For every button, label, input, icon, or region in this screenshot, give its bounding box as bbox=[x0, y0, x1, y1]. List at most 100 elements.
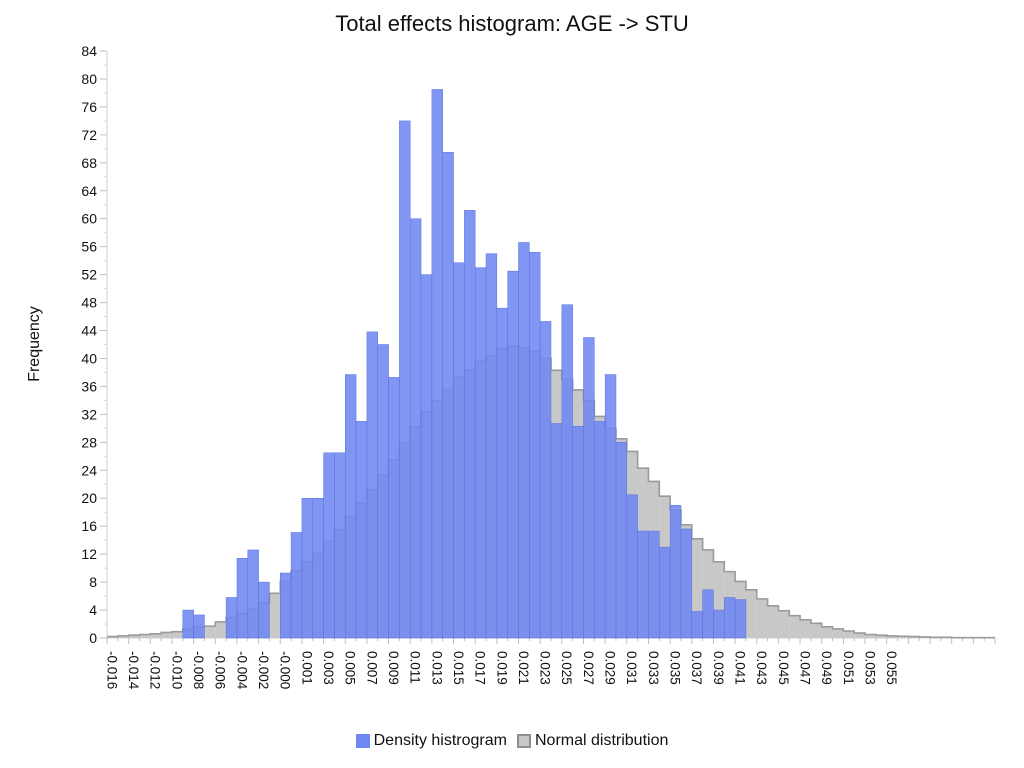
y-tick-label: 40 bbox=[81, 350, 97, 366]
density-bar[interactable] bbox=[648, 530, 660, 639]
density-bar[interactable] bbox=[507, 270, 519, 639]
y-axis-label: Frequency bbox=[26, 306, 43, 382]
density-bar[interactable] bbox=[420, 274, 433, 639]
density-bar[interactable] bbox=[691, 611, 703, 639]
legend-item-normal[interactable]: Normal distribution bbox=[516, 732, 668, 750]
y-tick-label: 56 bbox=[81, 239, 97, 255]
density-bar[interactable] bbox=[366, 331, 378, 639]
density-bar[interactable] bbox=[323, 452, 335, 639]
normal-bar bbox=[756, 598, 768, 638]
density-bar[interactable] bbox=[464, 210, 476, 639]
density-bar[interactable] bbox=[431, 89, 443, 639]
density-bar[interactable] bbox=[334, 452, 346, 639]
normal-bar bbox=[161, 632, 172, 638]
y-tick-label: 0 bbox=[89, 630, 97, 646]
x-tick-label: 0.043 bbox=[754, 651, 769, 685]
density-histogram-series bbox=[182, 89, 747, 639]
x-tick-label: 0.021 bbox=[516, 651, 531, 685]
density-bar[interactable] bbox=[409, 218, 422, 639]
density-bar[interactable] bbox=[258, 581, 270, 639]
x-tick-label: 0.035 bbox=[668, 651, 683, 685]
y-tick-label: 24 bbox=[81, 462, 97, 478]
y-tick-label: 16 bbox=[81, 518, 97, 534]
density-bar[interactable] bbox=[572, 426, 584, 639]
density-bar[interactable] bbox=[583, 337, 595, 639]
density-bar[interactable] bbox=[496, 307, 508, 639]
density-bar[interactable] bbox=[724, 597, 736, 639]
normal-bar bbox=[215, 621, 227, 638]
y-tick-label: 52 bbox=[81, 267, 97, 283]
density-bar[interactable] bbox=[474, 267, 487, 639]
y-tick-label: 12 bbox=[81, 546, 97, 562]
density-bar[interactable] bbox=[355, 421, 368, 639]
x-tick-label: 0.005 bbox=[343, 651, 358, 685]
density-bar[interactable] bbox=[377, 344, 389, 639]
density-bar[interactable] bbox=[539, 321, 552, 639]
x-tick-label: 0.003 bbox=[321, 651, 336, 685]
density-bar[interactable] bbox=[290, 532, 303, 639]
density-bar[interactable] bbox=[529, 252, 541, 639]
density-bar[interactable] bbox=[669, 504, 682, 639]
density-bar[interactable] bbox=[659, 546, 671, 639]
density-bar[interactable] bbox=[550, 423, 563, 639]
x-tick-label: 0.023 bbox=[538, 651, 553, 685]
density-bar[interactable] bbox=[247, 549, 259, 639]
density-bar[interactable] bbox=[442, 152, 454, 639]
y-axis: 0481216202428323640444852566064687276808… bbox=[81, 43, 108, 646]
density-bar[interactable] bbox=[680, 528, 693, 639]
density-bar[interactable] bbox=[713, 609, 725, 639]
x-tick-label: 0.039 bbox=[711, 651, 726, 685]
normal-bar bbox=[139, 634, 151, 638]
x-tick-label: 0.055 bbox=[884, 651, 899, 685]
density-bar[interactable] bbox=[637, 530, 649, 639]
density-bar[interactable] bbox=[225, 597, 238, 639]
density-bar[interactable] bbox=[702, 589, 714, 639]
normal-bar bbox=[886, 635, 898, 638]
x-tick-label: 0.053 bbox=[862, 651, 877, 685]
density-bar[interactable] bbox=[193, 614, 205, 639]
density-bar[interactable] bbox=[236, 558, 249, 639]
normal-bar bbox=[832, 628, 844, 638]
chart-title: Total effects histogram: AGE -> STU bbox=[335, 11, 689, 36]
density-bar[interactable] bbox=[604, 374, 617, 639]
y-tick-label: 20 bbox=[81, 490, 97, 506]
legend-item-density[interactable]: Density histrogram bbox=[355, 732, 507, 750]
density-bar[interactable] bbox=[399, 120, 411, 639]
normal-bar bbox=[150, 633, 162, 638]
normal-bar bbox=[821, 626, 833, 638]
x-tick-label: 0.029 bbox=[603, 651, 618, 685]
legend-label-density: Density histrogram bbox=[373, 732, 507, 749]
density-bar[interactable] bbox=[280, 572, 292, 639]
x-axis: -0.016 -0.014 -0.012 -0.010 -0.008 -0.006 -0.0… bbox=[104, 637, 996, 690]
normal-bar bbox=[800, 619, 811, 638]
density-bar[interactable] bbox=[734, 599, 747, 639]
density-bar[interactable] bbox=[388, 377, 400, 639]
density-bar[interactable] bbox=[626, 494, 638, 639]
density-bar[interactable] bbox=[518, 242, 530, 639]
density-bar[interactable] bbox=[312, 497, 324, 639]
x-tick-label: 0.033 bbox=[646, 651, 661, 685]
density-bar[interactable] bbox=[301, 497, 314, 639]
x-tick-label: 0.041 bbox=[733, 651, 748, 685]
y-tick-label: 28 bbox=[81, 434, 97, 450]
density-bar[interactable] bbox=[561, 304, 573, 639]
x-tick-label: 0.019 bbox=[494, 651, 509, 685]
legend-swatch-normal bbox=[516, 734, 531, 748]
density-bar[interactable] bbox=[485, 253, 498, 639]
x-tick-label: 0.051 bbox=[841, 651, 856, 685]
normal-bar bbox=[745, 589, 757, 638]
x-tick-label: -0.010 bbox=[169, 651, 184, 689]
x-tick-label: 0.001 bbox=[299, 651, 314, 685]
x-tick-label: -0.004 bbox=[234, 651, 249, 690]
density-bar[interactable] bbox=[453, 262, 465, 639]
density-bar[interactable] bbox=[615, 442, 628, 639]
y-tick-label: 80 bbox=[81, 71, 97, 87]
x-tick-label: 0.015 bbox=[451, 651, 466, 685]
legend-swatch-density bbox=[355, 734, 370, 748]
density-bar[interactable] bbox=[594, 421, 606, 639]
density-bar[interactable] bbox=[344, 374, 357, 639]
normal-bar bbox=[789, 615, 801, 638]
x-tick-label: -0.012 bbox=[148, 651, 163, 689]
y-tick-label: 48 bbox=[81, 295, 97, 311]
density-bar[interactable] bbox=[182, 609, 194, 639]
